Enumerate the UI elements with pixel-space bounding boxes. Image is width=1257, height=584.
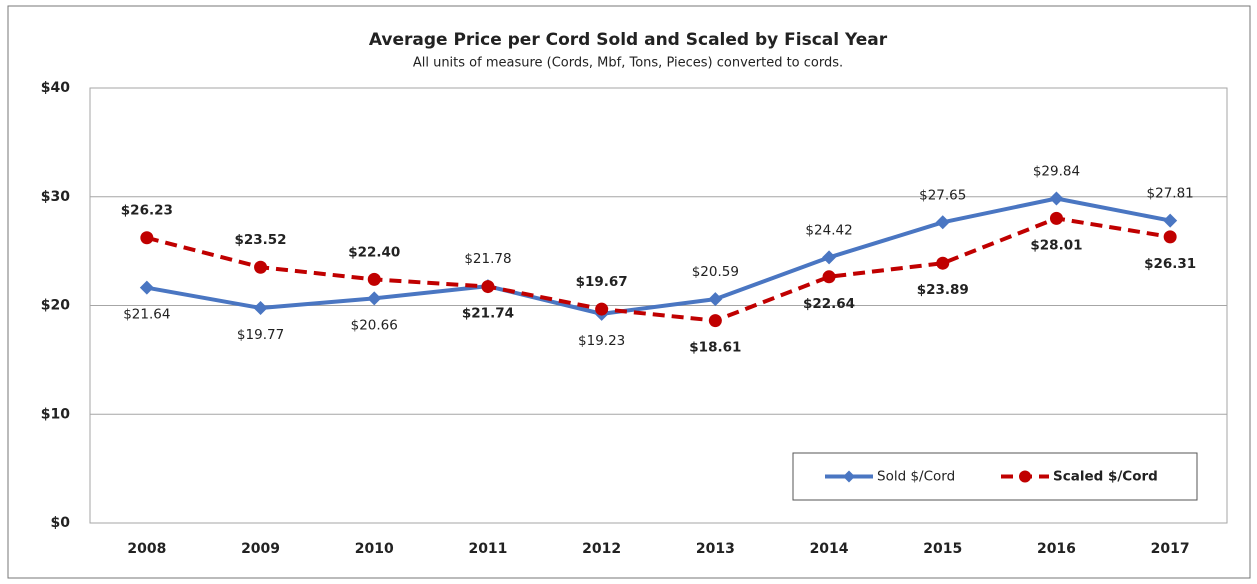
y-tick-label: $30	[41, 189, 70, 205]
data-label: $23.89	[917, 282, 969, 298]
y-tick-label: $10	[41, 406, 70, 422]
data-label: $27.65	[919, 187, 966, 203]
data-point	[367, 272, 381, 286]
data-label: $24.42	[805, 222, 852, 238]
data-point	[708, 292, 723, 307]
data-label: $22.40	[348, 244, 400, 260]
data-point	[1163, 230, 1177, 244]
legend-label: Sold $/Cord	[877, 469, 955, 485]
data-label: $26.31	[1144, 256, 1196, 272]
x-tick-label: 2017	[1151, 541, 1190, 557]
data-point	[822, 270, 836, 284]
legend-item: Sold $/Cord	[825, 469, 955, 485]
x-tick-label: 2010	[355, 541, 394, 557]
y-tick-label: $20	[41, 298, 70, 314]
data-label: $19.77	[237, 327, 284, 343]
x-tick-label: 2014	[810, 541, 849, 557]
data-point	[708, 314, 722, 328]
data-label: $23.52	[234, 232, 286, 248]
legend-label: Scaled $/Cord	[1053, 469, 1158, 485]
data-point	[595, 302, 609, 316]
x-tick-label: 2015	[923, 541, 962, 557]
data-point	[253, 301, 268, 316]
data-label: $21.78	[464, 251, 511, 267]
data-label: $22.64	[803, 296, 855, 312]
data-point	[822, 250, 837, 265]
chart-title: Average Price per Cord Sold and Scaled b…	[369, 30, 888, 50]
y-tick-label: $40	[41, 80, 70, 96]
x-tick-label: 2013	[696, 541, 735, 557]
x-tick-label: 2016	[1037, 541, 1076, 557]
data-point	[936, 256, 950, 270]
y-tick-label: $0	[51, 515, 71, 531]
data-label: $19.67	[576, 274, 628, 290]
x-tick-label: 2012	[582, 541, 621, 557]
x-tick-label: 2011	[468, 541, 507, 557]
x-tick-label: 2008	[127, 541, 166, 557]
data-point	[1049, 211, 1063, 225]
data-point	[367, 291, 382, 306]
data-point	[254, 260, 268, 274]
legend-item: Scaled $/Cord	[1001, 469, 1158, 485]
data-label: $26.23	[121, 203, 173, 219]
series-line	[146, 216, 1171, 323]
data-point	[481, 280, 495, 294]
chart-subtitle: All units of measure (Cords, Mbf, Tons, …	[413, 56, 843, 71]
series-line	[146, 196, 1171, 316]
data-label: $21.74	[462, 306, 514, 322]
x-tick-label: 2009	[241, 541, 280, 557]
legend-marker	[843, 470, 855, 483]
data-point	[1163, 213, 1178, 228]
data-point	[139, 280, 154, 295]
data-point	[935, 215, 950, 230]
data-point	[140, 231, 154, 245]
data-point	[1049, 191, 1064, 206]
data-label: $21.64	[123, 307, 170, 323]
data-label: $18.61	[689, 340, 741, 356]
data-label: $20.66	[351, 317, 398, 333]
data-label: $27.81	[1147, 186, 1194, 202]
legend-marker	[1019, 470, 1031, 483]
plot-area	[89, 87, 1228, 524]
data-label: $20.59	[692, 264, 739, 280]
data-label: $28.01	[1030, 237, 1082, 253]
data-label: $19.23	[578, 333, 625, 349]
data-label: $29.84	[1033, 163, 1080, 179]
